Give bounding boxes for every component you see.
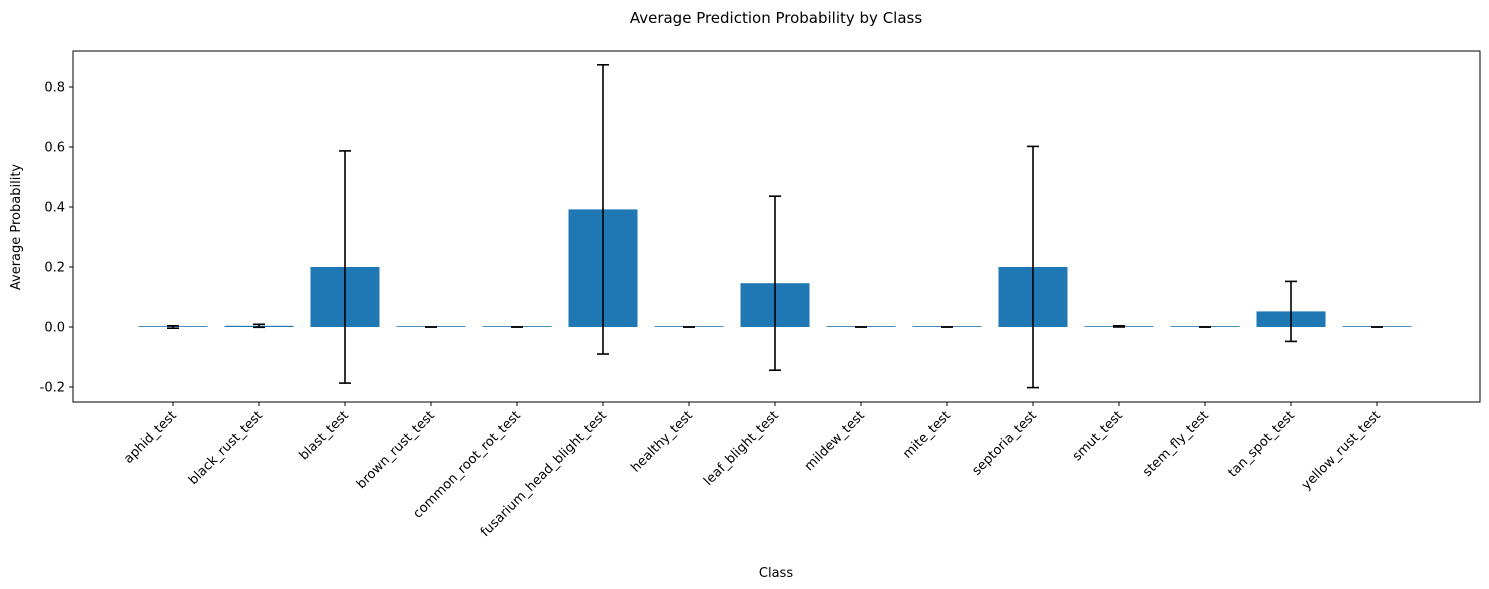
y-tick-label: 0.6 (44, 141, 65, 156)
x-tick-label: tan_spot_test (1225, 408, 1297, 480)
y-tick-label: 0.0 (44, 321, 65, 336)
error-bar-leaf_blight_test (769, 195, 781, 372)
x-tick-label: black_rust_test (186, 408, 266, 488)
plot-frame (72, 50, 1481, 403)
y-tick-label: 0.4 (44, 201, 65, 216)
x-tick-label: mildew_test (802, 408, 868, 474)
error-bar-tan_spot_test (1285, 280, 1297, 343)
error-bar-septoria_test (1027, 145, 1039, 389)
y-tick-label: 0.2 (44, 261, 65, 276)
y-tick-label: -0.2 (40, 381, 65, 396)
x-tick-label: yellow_rust_test (1299, 408, 1384, 493)
error-bar-smut_test (1113, 324, 1125, 328)
x-axis-ticks: aphid_test black_rust_test blast_test brown… (121, 402, 1384, 540)
x-tick-label: septoria_test (969, 408, 1039, 478)
x-tick-label: aphid_test (121, 408, 180, 467)
y-axis-ticks: -0.2 0.0 0.2 0.4 0.6 0.8 (40, 81, 73, 396)
x-tick-label: smut_test (1070, 408, 1126, 464)
x-tick-label: leaf_blight_test (701, 408, 782, 489)
error-bar-blast_test (339, 150, 351, 384)
error-bar-fusarium_head_blight_test (597, 64, 609, 355)
error-bar-aphid_test (167, 324, 179, 330)
x-tick-label: mite_test (900, 408, 954, 462)
error-bar-black_rust_test (253, 323, 265, 329)
chart-title: Average Prediction Probability by Class (630, 9, 923, 27)
error-bars-group (167, 64, 1383, 389)
y-tick-label: 0.8 (44, 81, 65, 96)
x-axis-label: Class (759, 566, 793, 581)
y-axis-label: Average Probability (9, 164, 24, 291)
x-tick-label: healthy_test (628, 408, 695, 475)
x-tick-label: blast_test (297, 408, 352, 463)
x-tick-label: brown_rust_test (354, 408, 438, 492)
x-tick-label: stem_fly_test (1140, 408, 1212, 480)
